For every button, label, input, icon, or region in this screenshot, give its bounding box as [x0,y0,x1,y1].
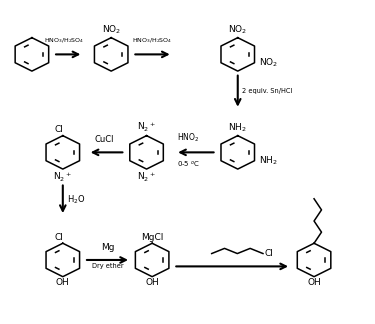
Text: HNO$_2$: HNO$_2$ [177,132,200,144]
Text: Dry ether: Dry ether [92,263,123,269]
Text: Cl: Cl [265,249,274,258]
Text: NH$_2$: NH$_2$ [228,122,247,134]
Text: OH: OH [145,278,159,287]
Text: H$_2$O: H$_2$O [67,193,86,206]
Text: 0-5 $^o$C: 0-5 $^o$C [177,159,200,169]
Text: N$_2$$^+$: N$_2$$^+$ [53,171,72,184]
Text: OH: OH [56,278,70,287]
Text: OH: OH [307,278,321,287]
Text: CuCl: CuCl [95,135,114,144]
Text: NO$_2$: NO$_2$ [228,24,248,36]
Text: HNO$_3$/H$_2$SO$_4$: HNO$_3$/H$_2$SO$_4$ [132,37,172,45]
Text: N$_2$$^+$: N$_2$$^+$ [137,121,156,134]
Text: HNO$_3$/H$_2$SO$_4$: HNO$_3$/H$_2$SO$_4$ [44,37,84,45]
Text: Cl: Cl [55,233,63,242]
Text: NH$_2$: NH$_2$ [259,154,278,167]
Text: NO$_2$: NO$_2$ [102,24,121,36]
Text: MgCl: MgCl [141,233,164,242]
Text: Cl: Cl [55,125,63,134]
Text: 2 equiv. Sn/HCl: 2 equiv. Sn/HCl [242,88,292,94]
Text: N$_2$$^+$: N$_2$$^+$ [137,171,156,184]
Text: Mg: Mg [101,243,114,252]
Text: NO$_2$: NO$_2$ [259,56,278,69]
